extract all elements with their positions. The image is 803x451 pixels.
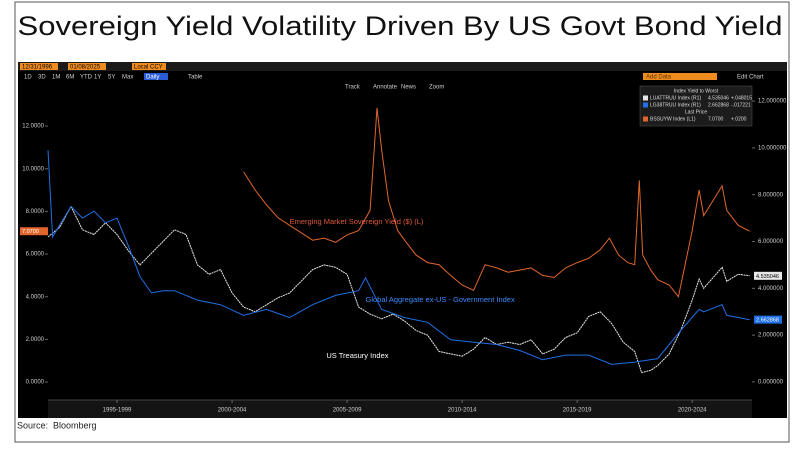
range-button[interactable]: 1Y — [94, 74, 101, 80]
y2-tick-label: 6.000000 — [758, 239, 784, 245]
y-tick-label: 10.0000 — [22, 166, 44, 172]
source: Source: Bloomberg — [17, 420, 97, 430]
range-button[interactable]: 3D — [38, 74, 46, 80]
legend-swatch — [643, 116, 648, 122]
series-line — [47, 150, 750, 365]
range-button[interactable]: 5Y — [108, 74, 115, 80]
last-value-tag — [20, 227, 48, 236]
last-value-tag — [754, 315, 782, 324]
y-tick-label: 2.0000 — [26, 337, 45, 343]
x-axis-band — [48, 400, 752, 418]
legend-name: LG38TRUU Index (R1) — [650, 102, 701, 108]
last-value-label: 7.0700 — [22, 229, 39, 235]
annotation: Global Aggregate ex-US - Government Inde… — [365, 295, 514, 304]
y-tick-label: 0.0000 — [26, 380, 45, 386]
x-tick-label: 2010-2014 — [448, 408, 477, 414]
legend-name: LUATTRUU Index (R1) — [650, 95, 701, 101]
y2-tick-label: 0.000000 — [758, 380, 784, 386]
legend-last: 7.0700 — [708, 116, 724, 122]
annotation: US Treasury Index — [326, 351, 388, 360]
start-date: 12/31/1996 — [22, 64, 53, 70]
y-tick-label: 4.0000 — [26, 294, 45, 300]
toolbar-row — [18, 62, 787, 71]
series-line — [243, 107, 750, 298]
frame — [14, 1, 790, 443]
end-date: 01/08/2025 — [70, 64, 101, 70]
range-button[interactable]: 1M — [52, 74, 60, 80]
y2-tick-label: 10.000000 — [758, 145, 787, 151]
table-button[interactable]: Table — [188, 74, 203, 80]
legend-change: -.017221 — [731, 102, 751, 108]
y-tick-label: 6.0000 — [26, 252, 45, 258]
legend-change: +.048015 — [731, 95, 752, 101]
last-value-label: 2.662868 — [756, 318, 779, 324]
range-button[interactable]: YTD — [80, 74, 93, 80]
y-tick-label: 8.0000 — [26, 209, 45, 215]
tool-button[interactable]: News — [401, 85, 416, 91]
end-date-box[interactable] — [68, 63, 106, 70]
legend-subheader: Last Price — [685, 109, 707, 115]
legend-swatch — [643, 95, 648, 101]
currency-box[interactable] — [132, 63, 166, 70]
range-button[interactable]: Max — [122, 74, 133, 80]
last-value-tag — [754, 271, 782, 280]
legend-name: BSSUYW Index (L1) — [650, 116, 696, 122]
x-tick-label: 2005-2009 — [333, 408, 362, 414]
range-button[interactable]: 1D — [24, 74, 32, 80]
annotation: Emerging Market Sovereign Yield ($) (L) — [290, 217, 424, 226]
currency: Local CCY — [134, 64, 163, 70]
legend-header: Index Yield to Worst — [674, 88, 719, 94]
add-data-box[interactable] — [643, 73, 717, 80]
range-button[interactable]: 6M — [66, 74, 74, 80]
legend-last: 2.662868 — [708, 102, 729, 108]
add-data: Add Data — [646, 74, 672, 80]
tool-button[interactable]: Zoom — [429, 85, 444, 91]
y2-tick-label: 12.000000 — [758, 99, 787, 105]
legend-change: +.0200 — [731, 116, 747, 122]
edit-chart[interactable]: Edit Chart — [737, 74, 764, 80]
title: Sovereign Yield Volatility Driven By US … — [18, 11, 783, 41]
start-date-box[interactable] — [20, 63, 58, 70]
frequency: Daily — [146, 74, 159, 80]
last-value-label: 4.535046 — [756, 274, 779, 280]
x-tick-label: 2000-2004 — [218, 408, 247, 414]
x-tick-label: 1995-1999 — [103, 408, 132, 414]
frequency-button[interactable] — [144, 73, 168, 80]
x-tick-label: 2015-2019 — [563, 408, 592, 414]
tool-button[interactable]: Track — [345, 85, 361, 91]
y2-tick-label: 4.000000 — [758, 286, 784, 292]
x-tick-label: 2020-2024 — [678, 408, 707, 414]
tool-button[interactable]: Annotate — [373, 85, 398, 91]
legend-last: 4.535046 — [708, 95, 729, 101]
legend-swatch — [643, 102, 648, 108]
y-tick-label: 12.0000 — [22, 124, 44, 130]
y2-tick-label: 8.000000 — [758, 192, 784, 198]
legend-box — [639, 85, 753, 127]
y2-tick-label: 2.000000 — [758, 333, 784, 339]
